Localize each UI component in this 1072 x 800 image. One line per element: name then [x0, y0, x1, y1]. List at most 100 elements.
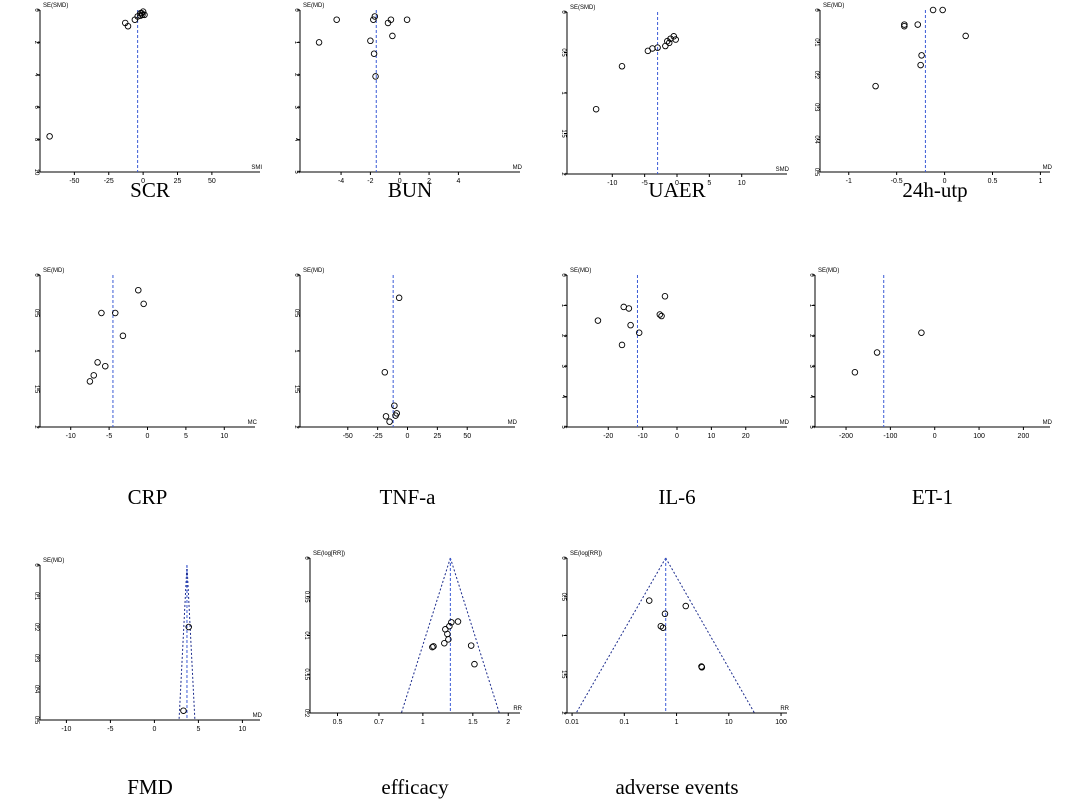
study-point [381, 369, 389, 376]
y-axis-label: SE(log[RR]) [570, 551, 602, 557]
study-point [367, 37, 374, 45]
study-point [627, 321, 634, 329]
x-tick-label: 0 [675, 433, 679, 440]
x-tick-label: 1 [1038, 178, 1042, 185]
y-tick-label: 0.2 [303, 709, 309, 718]
y-tick-label: 0 [33, 273, 39, 277]
funnel-right-limit [186, 564, 196, 721]
study-point [625, 305, 633, 312]
y-tick-label: 5 [293, 170, 299, 174]
study-point [141, 11, 148, 19]
y-tick-label: 0.1 [813, 38, 819, 47]
y-tick-label: 0.3 [33, 654, 39, 663]
study-point [872, 82, 879, 90]
y-tick-label: 0 [293, 8, 299, 12]
study-point [618, 341, 626, 349]
x-tick-label: 5 [184, 433, 188, 440]
y-tick-label: 4 [560, 395, 566, 399]
y-tick-label: 0 [33, 563, 39, 567]
y-tick-label: 0.5 [33, 309, 39, 318]
x-tick-label: -1 [846, 178, 852, 185]
study-point [444, 630, 451, 638]
study-point [386, 418, 393, 425]
y-tick-label: 1 [808, 304, 814, 308]
x-axis-label: MD [780, 420, 790, 426]
x-tick-label: 100 [775, 719, 787, 726]
x-tick-label: 0.7 [374, 719, 384, 726]
chart-panel-et1: 0 1 2 3 4 5 -200 -100 0 100 200 SE(MD) MD ET-1 [808, 268, 1053, 509]
x-tick-label: 20 [742, 433, 750, 440]
chart-panel-uaer: 0 0.5 1 1.5 2 -10 -5 0 5 10 SE(SMD) SMD UAER [560, 5, 790, 229]
study-point [137, 9, 144, 17]
x-tick-label: -50 [343, 433, 353, 440]
y-tick-label: 4 [33, 73, 39, 77]
x-axis-label: RR [780, 706, 789, 712]
study-point [46, 133, 53, 140]
x-tick-label: 25 [433, 433, 441, 440]
x-tick-label: -5 [642, 180, 648, 187]
y-tick-label: 0 [560, 556, 566, 560]
study-point [315, 39, 323, 46]
y-axis-label: SE(MD) [43, 558, 64, 564]
study-point [656, 311, 664, 318]
x-tick-label: 10 [707, 433, 715, 440]
y-tick-label: 1.5 [560, 670, 566, 679]
y-tick-label: 5 [560, 425, 566, 429]
study-point [429, 643, 436, 651]
study-point [654, 44, 661, 51]
study-point [98, 309, 105, 317]
study-point [370, 16, 377, 23]
y-tick-label: 3 [560, 365, 566, 369]
study-point [90, 372, 98, 379]
funnel-plot-tnf: 0 0.5 1 1.5 2 -50 -25 0 25 50 SE(MD) MD [293, 268, 518, 440]
y-tick-label: 4 [293, 138, 299, 142]
study-point [914, 21, 921, 28]
study-point [94, 359, 101, 366]
funnel-plot-scr: 0 2 4 6 8 10 -50 -25 0 25 50 SE(SMD) SMI [33, 3, 262, 185]
study-point [918, 52, 925, 59]
y-tick-label: 0 [303, 556, 309, 560]
y-axis-label: SE(MD) [570, 268, 591, 274]
x-tick-label: 0 [933, 433, 937, 440]
x-tick-label: 50 [208, 178, 216, 185]
x-tick-label: -25 [104, 178, 114, 185]
chart-caption-bun: BUN [387, 178, 433, 202]
y-tick-label: 3 [293, 106, 299, 110]
funnel-left-limit [178, 564, 188, 721]
x-axis-label: MD [253, 713, 263, 719]
y-tick-label: 1 [560, 304, 566, 308]
study-point [111, 309, 119, 317]
x-axis-label: MD [508, 420, 518, 426]
y-axis-label: SE(MD) [303, 3, 324, 9]
y-tick-label: 1.5 [33, 385, 39, 394]
x-tick-label: 1 [675, 719, 679, 726]
x-tick-label: 0.5 [988, 178, 998, 185]
chart-panel-adverse: 0 0.5 1 1.5 2 0.01 0.1 1 10 100 SE(log[RR]) RR adver… [560, 551, 790, 799]
y-tick-label: 2 [560, 172, 566, 176]
x-tick-label: -10 [638, 433, 648, 440]
study-point [665, 39, 673, 47]
study-point [471, 660, 478, 668]
x-tick-label: 5 [196, 726, 200, 733]
funnel-plot-efficacy: 0 0.05 0.1 0.15 0.2 0.5 0.7 1 1.5 2 SE(log[RR]) RR [303, 551, 523, 726]
y-tick-label: 2 [293, 425, 299, 429]
y-tick-label: 0.4 [813, 135, 819, 144]
y-tick-label: 1.5 [560, 129, 566, 138]
x-tick-label: 0 [943, 178, 947, 185]
x-tick-label: -0.5 [891, 178, 903, 185]
x-axis-label: SMD [776, 167, 790, 173]
y-tick-label: 10 [33, 169, 39, 176]
chart-caption-uaer: UAER [648, 178, 706, 202]
chart-panel-scr: 0 2 4 6 8 10 -50 -25 0 25 50 SE(SMD) SMI SCR [33, 3, 262, 227]
chart-panel-bun: 0 1 2 3 4 5 -4 -2 0 2 4 SE(MD) MD BUN [293, 3, 523, 227]
x-tick-label: -10 [66, 433, 76, 440]
funnel-plot-bun: 0 1 2 3 4 5 -4 -2 0 2 4 SE(MD) MD [293, 3, 523, 185]
chart-caption-efficacy: efficacy [381, 775, 449, 799]
funnel-plot-crp: 0 0.5 1 1.5 2 -10 -5 0 5 10 SE(MD) MC [33, 268, 258, 440]
study-point [670, 33, 678, 40]
funnel-right-limit [449, 557, 500, 714]
y-tick-label: 2 [560, 711, 566, 715]
y-tick-label: 0.15 [303, 668, 309, 680]
x-tick-label: 0 [406, 433, 410, 440]
x-axis-label: MD [513, 165, 523, 171]
